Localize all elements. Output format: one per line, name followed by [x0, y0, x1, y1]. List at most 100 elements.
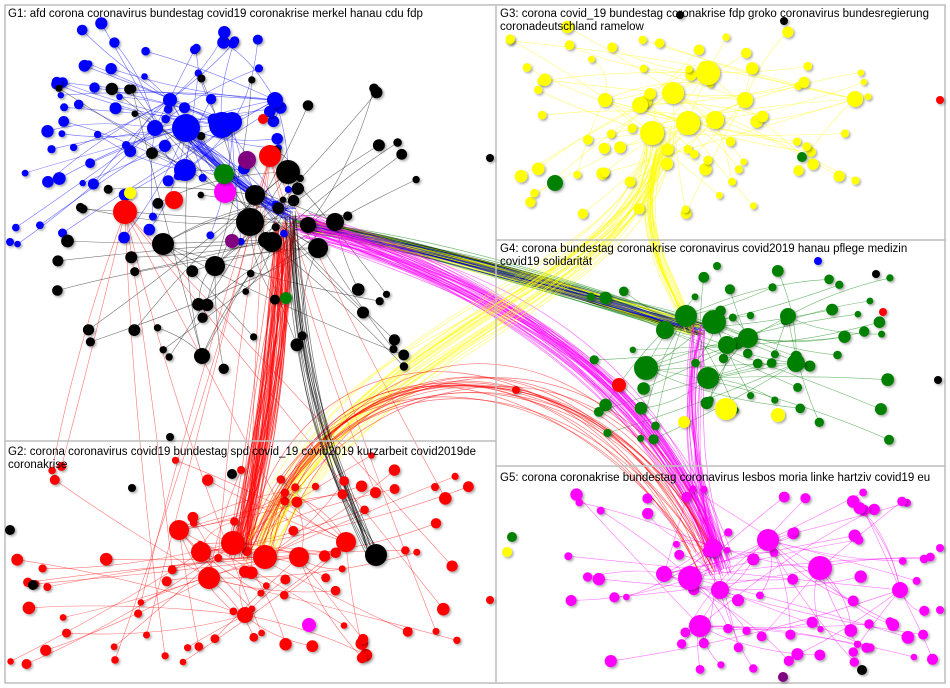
node-g2 — [280, 496, 290, 506]
edge-bundle-5 — [301, 222, 721, 556]
node-g2 — [413, 548, 421, 556]
node-g1 — [58, 116, 70, 127]
edge-bundle-5 — [304, 235, 721, 571]
edge-g1-local — [93, 99, 171, 185]
node-g4 — [881, 373, 895, 387]
edge-g3-local — [651, 132, 845, 136]
node-g2 — [330, 547, 342, 559]
node-g5 — [681, 491, 692, 503]
node-g1 — [93, 130, 102, 139]
node-g1 — [95, 17, 108, 30]
node-g3 — [725, 137, 736, 147]
node-g1 — [36, 221, 44, 230]
edge-g4-local — [685, 279, 830, 317]
node-g4 — [728, 313, 737, 322]
node-g1 — [57, 92, 64, 99]
node-g5 — [785, 629, 796, 640]
node-g1 — [271, 133, 283, 145]
edge-g5-local — [610, 589, 901, 662]
hub-node-g1 — [267, 92, 283, 108]
node-k — [375, 297, 384, 306]
hub-node-g2 — [237, 607, 253, 623]
node-g4 — [619, 286, 629, 297]
node-g2 — [340, 622, 348, 629]
node-k — [127, 84, 137, 94]
edge-g1-local — [63, 121, 186, 171]
node-k — [271, 223, 280, 232]
node-g4 — [859, 326, 870, 337]
node-g4 — [634, 401, 648, 415]
node-g5 — [623, 593, 630, 601]
node-g3 — [606, 129, 616, 139]
node-g3 — [793, 165, 804, 176]
edge-k-local — [162, 243, 254, 338]
node-k — [159, 346, 167, 354]
node-g1 — [85, 158, 95, 169]
edge-bundle-6 — [259, 133, 657, 555]
node-k — [297, 331, 307, 341]
node-g3 — [537, 110, 547, 120]
node-k — [218, 363, 229, 374]
edge-g4-local — [747, 336, 845, 342]
node-g5 — [723, 623, 733, 634]
node-g5 — [642, 507, 654, 520]
node-g4 — [586, 292, 596, 301]
node-g5 — [783, 655, 794, 667]
node-extra — [678, 416, 690, 428]
edge-g4-local — [645, 367, 890, 441]
edge-g2-local — [232, 542, 286, 645]
node-g2 — [463, 481, 474, 493]
node-g3 — [573, 170, 582, 179]
node-g1 — [284, 186, 292, 193]
group-label-g3: G3: corona covid_19 bundestag coronakris… — [500, 8, 929, 33]
node-g3 — [660, 157, 674, 170]
node-g2 — [276, 475, 286, 484]
node-g4 — [747, 392, 755, 400]
node-g2 — [49, 474, 60, 485]
edge-g2-local — [298, 556, 364, 640]
hub-node-g5 — [678, 566, 702, 590]
node-g3 — [728, 177, 736, 186]
frame-g5 — [495, 465, 946, 684]
node-k — [396, 148, 408, 160]
edge-g3-local — [798, 98, 856, 171]
node-g1 — [206, 231, 215, 240]
node-k — [302, 100, 314, 111]
node-g5 — [848, 647, 859, 657]
node-g5 — [700, 485, 708, 494]
node-k — [85, 337, 95, 347]
node-extra — [6, 238, 14, 246]
node-g3 — [802, 142, 812, 151]
edge-k-local — [168, 171, 289, 358]
node-g4 — [826, 303, 838, 316]
node-g2 — [288, 525, 299, 536]
node-g2 — [249, 632, 259, 642]
nodes-layer — [5, 11, 944, 682]
node-extra — [934, 376, 942, 384]
edge-g2-local — [10, 551, 202, 662]
hub-node-k — [308, 238, 328, 258]
edge-bundle-0 — [249, 226, 288, 557]
node-k — [78, 204, 88, 214]
node-g3 — [864, 93, 872, 100]
node-g5 — [698, 638, 709, 649]
node-g3 — [577, 208, 588, 219]
edge-bundle-0 — [234, 232, 289, 550]
hub-node-g2 — [289, 547, 309, 567]
node-g1 — [14, 240, 21, 248]
edge-bundle-8 — [252, 382, 697, 553]
edge-bundle-8 — [255, 376, 714, 556]
edge-g5-local — [568, 555, 901, 591]
node-g2 — [451, 472, 459, 480]
node-g3 — [614, 141, 626, 154]
node-g3 — [661, 143, 674, 156]
hub-node-g2 — [336, 532, 356, 552]
edge-g1-local — [60, 92, 276, 101]
node-g1 — [42, 176, 54, 188]
node-g1 — [85, 60, 93, 68]
edge-bundle-10 — [698, 322, 719, 567]
node-g3 — [746, 62, 759, 75]
node-g1 — [141, 46, 150, 56]
group-label-g5: G5: corona coronakrise bundestag coronav… — [500, 472, 931, 484]
edge-g2-local — [217, 155, 271, 559]
